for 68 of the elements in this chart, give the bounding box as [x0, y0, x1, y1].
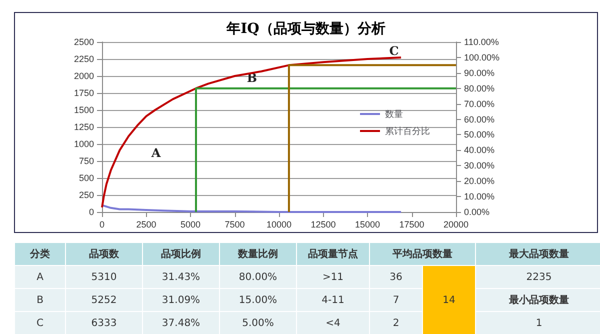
- text: 4-11: [297, 289, 369, 311]
- text: A: [15, 266, 65, 288]
- text: C: [15, 312, 65, 334]
- text: >11: [297, 266, 369, 288]
- y2-tick-label: 10.00%: [464, 192, 495, 202]
- x-tick-label: 15000: [354, 220, 380, 230]
- y-tick-label: 2500: [74, 37, 94, 47]
- text: 1: [476, 312, 600, 334]
- y-tick-label: 2000: [74, 71, 94, 81]
- text: B: [15, 289, 65, 311]
- y2-tick-label: 0.00%: [464, 207, 490, 217]
- text: 80.00%: [220, 266, 296, 288]
- line-series: [101, 56, 402, 208]
- y2-tick-label: 110.00%: [464, 37, 499, 47]
- x-tick-label: 17500: [399, 220, 424, 230]
- y2-tick-label: 30.00%: [464, 160, 495, 171]
- text: 7: [370, 289, 422, 311]
- y2-tick-label: 40.00%: [464, 145, 495, 156]
- text: 数量比例: [220, 243, 296, 265]
- text: 36: [370, 266, 422, 288]
- x-tick-label: 20000: [443, 220, 469, 230]
- text: 平均品项数量: [370, 243, 475, 265]
- y-tick-label: 1000: [74, 139, 94, 149]
- text: 最小品项数量: [476, 289, 600, 311]
- text: 品项比例: [143, 243, 219, 265]
- x-tick-label: 0: [99, 220, 105, 230]
- text: <4: [297, 312, 369, 334]
- x-tick-label: 12500: [310, 220, 336, 230]
- y-tick-label: 1750: [74, 88, 94, 98]
- y2-tick-label: 100.00%: [464, 52, 500, 62]
- y2-tick-label: 90.00%: [464, 68, 495, 78]
- annotation: A: [150, 146, 162, 160]
- x-tick-label: 5000: [180, 220, 201, 230]
- legend-label: 数量: [385, 109, 403, 119]
- y2-tick-label: 80.00%: [464, 83, 495, 94]
- text: 品项量节点: [297, 243, 369, 265]
- text: 31.09%: [143, 289, 219, 311]
- text: 14: [423, 266, 475, 334]
- legend-label: 累计百分比: [385, 126, 430, 136]
- y-tick-label: 750: [78, 156, 94, 166]
- annotation: C: [389, 44, 399, 58]
- text: 2235: [476, 266, 600, 288]
- text: 品项数: [66, 243, 142, 265]
- y-tick-label: 250: [78, 190, 94, 200]
- y2-tick-label: 20.00%: [464, 176, 495, 186]
- x-tick-label: 7500: [224, 220, 245, 230]
- y-tick-label: 1250: [74, 122, 94, 132]
- text: 2: [370, 312, 422, 334]
- y-tick-label: 0: [88, 207, 94, 217]
- y2-tick-label: 60.00%: [464, 114, 495, 124]
- y2-tick-label: 70.00%: [464, 98, 495, 109]
- text: 5252: [66, 289, 142, 311]
- x-tick-label: 10000: [266, 220, 292, 230]
- text: 31.43%: [143, 266, 219, 288]
- x-tick-label: 2500: [136, 220, 156, 230]
- y2-tick-label: 50.00%: [464, 130, 495, 140]
- text: 37.48%: [143, 312, 219, 334]
- text: 6333: [66, 312, 142, 334]
- text: 15.00%: [220, 289, 296, 311]
- chart-title: 年IQ（品项与数量）分析: [226, 21, 386, 37]
- text: 分类: [15, 243, 65, 265]
- y-tick-label: 1500: [74, 105, 94, 115]
- y-tick-label: 500: [78, 173, 94, 183]
- text: 5.00%: [220, 312, 296, 334]
- text: 5310: [66, 266, 142, 288]
- text: 最大品项数量: [476, 243, 600, 265]
- y-tick-label: 2250: [74, 54, 94, 64]
- line-series: [101, 204, 402, 213]
